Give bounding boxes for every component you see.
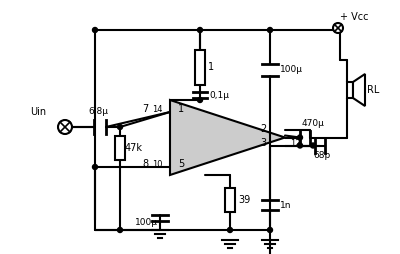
Circle shape <box>298 135 302 140</box>
Text: 6,8μ: 6,8μ <box>88 107 108 116</box>
Bar <box>115 136 125 160</box>
Circle shape <box>228 228 232 232</box>
Text: 1: 1 <box>178 104 184 114</box>
Text: 1n: 1n <box>280 200 292 210</box>
Text: 47k: 47k <box>125 143 143 153</box>
Circle shape <box>333 23 343 33</box>
Circle shape <box>268 27 272 33</box>
Polygon shape <box>170 100 285 175</box>
Text: 1: 1 <box>208 62 214 72</box>
Text: 100μ: 100μ <box>135 218 158 227</box>
Text: 68p: 68p <box>313 151 330 160</box>
Bar <box>195 50 205 85</box>
Bar <box>225 188 235 212</box>
Circle shape <box>198 98 202 103</box>
Bar <box>347 82 353 98</box>
Text: Uin: Uin <box>30 107 46 117</box>
Circle shape <box>198 27 202 33</box>
Circle shape <box>310 143 316 148</box>
Circle shape <box>268 228 272 232</box>
Circle shape <box>118 124 122 130</box>
Text: 10: 10 <box>152 160 162 169</box>
Text: 470μ: 470μ <box>302 119 325 128</box>
Circle shape <box>92 27 98 33</box>
Text: RL: RL <box>367 85 379 95</box>
Text: 8: 8 <box>142 159 148 169</box>
Text: 39: 39 <box>238 195 250 205</box>
Circle shape <box>298 143 302 148</box>
Text: 100μ: 100μ <box>280 66 303 74</box>
Text: 2: 2 <box>260 124 266 135</box>
Circle shape <box>92 165 98 169</box>
Text: + Vcc: + Vcc <box>340 12 368 22</box>
Circle shape <box>58 120 72 134</box>
Text: 7: 7 <box>142 104 148 114</box>
Circle shape <box>118 228 122 232</box>
Text: 3: 3 <box>260 137 266 148</box>
Text: 5: 5 <box>178 159 184 169</box>
Text: 0,1μ: 0,1μ <box>209 90 229 100</box>
Text: 12: 12 <box>290 138 300 148</box>
Text: 14: 14 <box>152 105 162 114</box>
Polygon shape <box>353 74 365 106</box>
